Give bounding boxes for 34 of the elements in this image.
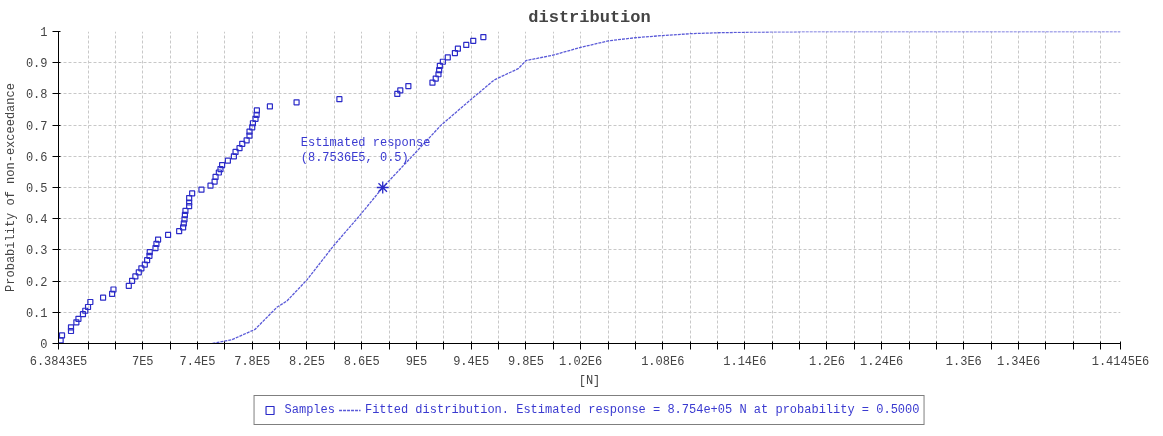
x-tick-label: 9E5 [405,354,428,369]
x-tick-label: 1.02E6 [559,354,603,369]
x-tick-label: 1.3E6 [945,354,982,369]
x-tick-label: 7.8E5 [234,354,271,369]
y-tick-label: 0.9 [25,57,48,72]
y-tick-label: 0.3 [25,244,48,259]
chart-title: distribution [528,7,651,27]
x-tick-label: 1.14E6 [723,354,767,369]
y-tick-label: 0.4 [25,213,48,228]
x-axis-title: [N] [578,373,601,388]
x-tick-label: 1.08E6 [641,354,685,369]
x-tick-label: 7E5 [131,354,154,369]
legend-label: Fitted distribution. Estimated response = 8.754e+05 N at probability = 0.5000 [364,403,920,417]
x-tick-label: 7.4E5 [179,354,216,369]
x-tick-label: 9.8E5 [507,354,544,369]
x-tick-label: 9.4E5 [453,354,490,369]
y-tick-label: 0.1 [25,306,48,321]
annotation: Estimated response (8.7536E5, 0.5) [300,135,431,165]
x-tick-label: 1.4145E6 [1091,354,1150,369]
x-tick-label: 6.3843E5 [29,354,88,369]
x-tick-label: 1.24E6 [860,354,904,369]
y-tick-label: 0.8 [25,88,48,103]
y-tick-label: 0.5 [25,182,48,196]
x-tick-label: 8.2E5 [288,354,325,369]
y-tick-label: 0.7 [25,119,48,134]
y-tick-label: 0.6 [25,150,48,165]
y-tick-label: 0.2 [25,275,48,290]
y-axis-title: Probability of non-exceedance [3,83,18,292]
y-tick-label: 0 [40,338,48,352]
legend-label: Samples [284,403,335,417]
y-tick-label: 1 [40,26,48,40]
x-tick-label: 8.6E5 [343,354,380,369]
x-tick-label: 1.34E6 [996,354,1041,369]
x-tick-label: 1.2E6 [808,354,845,369]
